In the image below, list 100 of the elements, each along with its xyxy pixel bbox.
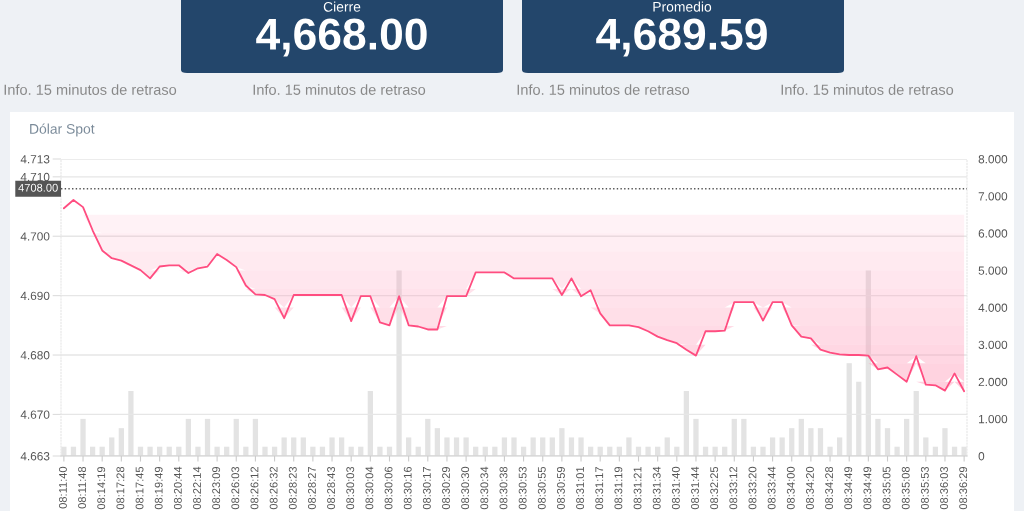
bar — [453, 437, 460, 456]
bar — [904, 418, 910, 456]
x-tick-label: 08:30:29 — [442, 466, 450, 510]
bar — [568, 437, 575, 456]
y-tick-label: 4.680 — [20, 351, 50, 360]
x-tick-label: 08:19:49 — [154, 466, 163, 510]
text: 4,668.00 — [256, 18, 427, 57]
text: Cierre — [323, 1, 361, 12]
x-tick-label: 08:35:53 — [920, 466, 929, 510]
x-tick-label: 08:30:17 — [422, 466, 431, 510]
x-tick-label: 08:28:23 — [288, 466, 297, 510]
x-tick-label: 08:22:14 — [193, 466, 201, 510]
x-tick-label: 08:33:20 — [748, 466, 757, 510]
x-tick-label: 08:31:01 — [576, 466, 585, 510]
bar — [760, 446, 766, 456]
x-tick-label: 08:34:00 — [786, 466, 795, 510]
x-tick-label: 08:26:03 — [231, 466, 240, 510]
x-tick-label: 08:30:34 — [480, 466, 489, 510]
bar — [789, 428, 795, 456]
bar — [894, 446, 900, 456]
x-tick-label: 08:17:28 — [116, 466, 125, 510]
x-tick-label: 08:14:19 — [97, 466, 106, 510]
bar — [425, 418, 431, 456]
bar — [214, 446, 220, 456]
text: Info. 15 minutos de retraso — [253, 84, 426, 95]
bar — [310, 446, 316, 456]
y-tick-label: 4.713 — [20, 155, 50, 164]
bar — [118, 428, 124, 456]
y2-tick-label: 0 — [978, 452, 985, 461]
x-tick-label: 08:36:29 — [959, 466, 968, 510]
bar — [875, 418, 881, 456]
x-tick-label: 08:30:38 — [499, 466, 508, 510]
bar — [779, 437, 785, 456]
bar — [942, 428, 948, 456]
bar — [827, 446, 833, 456]
bar — [377, 446, 383, 456]
y2-tick-label: 7.000 — [978, 192, 1008, 201]
bar — [549, 437, 555, 456]
chart-title: Dólar Spot — [30, 123, 95, 137]
text: 4,689.59 — [596, 18, 767, 57]
bar — [185, 418, 192, 456]
y2-tick-label: 1.000 — [979, 414, 1008, 424]
y-tick-label: 4.670 — [20, 410, 50, 419]
bar — [262, 446, 268, 456]
bar — [731, 418, 737, 456]
x-tick-label: 08:32:25 — [710, 466, 719, 510]
bar — [281, 437, 287, 456]
x-tick-label: 08:26:32 — [269, 466, 278, 510]
x-tick-label: 08:35:05 — [882, 466, 891, 510]
x-tick-label: 08:34:28 — [825, 466, 834, 510]
y2-tick-label: 2.000 — [978, 377, 1008, 387]
bar — [769, 437, 776, 456]
bar — [798, 418, 804, 456]
bar — [444, 437, 450, 456]
x-tick-label: 08:11:48 — [78, 466, 87, 509]
bar — [626, 437, 632, 456]
bar — [109, 437, 115, 456]
bar — [204, 418, 211, 456]
x-tick-label: 08:35:08 — [901, 466, 910, 510]
bar — [808, 428, 814, 456]
x-tick-label: 08:28:43 — [327, 466, 336, 510]
text: Info. 15 minutos de retraso — [781, 84, 954, 95]
x-tick-label: 08:30:53 — [518, 466, 527, 510]
bar — [80, 418, 86, 456]
y-tick-label: 4.700 — [20, 232, 50, 241]
bar — [252, 418, 259, 456]
bar — [406, 437, 412, 456]
x-tick-label: 08:28:27 — [307, 466, 316, 510]
bar — [817, 428, 824, 456]
bar — [329, 437, 335, 456]
y-tick-label: 4.690 — [20, 291, 50, 301]
ref-line-label: 4708.00 — [18, 183, 58, 192]
bar — [434, 428, 441, 456]
bar — [559, 428, 565, 456]
text: Promedio — [653, 1, 712, 12]
x-tick-label: 08:36:03 — [940, 466, 948, 510]
bar — [664, 437, 670, 456]
y2-tick-label: 8.000 — [978, 155, 1008, 164]
x-tick-label: 08:34:49 — [863, 466, 872, 510]
bar — [338, 437, 345, 456]
x-tick-label: 08:30:59 — [557, 466, 565, 510]
text: Info. 15 minutos de retraso — [4, 84, 177, 95]
x-tick-label: 08:11:40 — [58, 466, 67, 509]
y2-tick-label: 6.000 — [978, 229, 1008, 238]
bar — [923, 437, 929, 456]
x-tick-label: 08:34:20 — [806, 466, 814, 510]
bar — [530, 437, 536, 456]
text: Info. 15 minutos de retraso — [517, 84, 690, 95]
x-tick-label: 08:31:34 — [652, 466, 661, 510]
x-tick-label: 08:31:19 — [614, 466, 623, 510]
x-tick-label: 08:34:49 — [844, 466, 853, 510]
bar — [300, 437, 306, 456]
x-tick-label: 08:31:17 — [595, 466, 604, 510]
y-tick-label: 4.710 — [20, 172, 50, 182]
bar — [712, 446, 718, 456]
x-tick-label: 08:30:06 — [384, 466, 393, 510]
bar — [836, 437, 843, 456]
bar — [147, 446, 153, 456]
x-tick-label: 08:30:55 — [537, 466, 546, 510]
x-tick-label: 08:31:21 — [633, 466, 642, 510]
